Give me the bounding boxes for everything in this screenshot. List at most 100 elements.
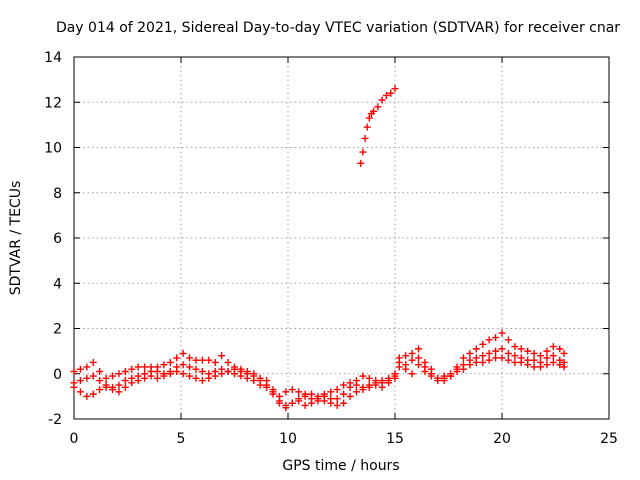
data-point — [89, 358, 97, 366]
data-point — [453, 367, 461, 375]
data-point — [147, 372, 155, 380]
data-point — [485, 349, 493, 357]
data-point — [549, 358, 557, 366]
data-point — [340, 381, 348, 389]
data-point — [504, 336, 512, 344]
data-point — [492, 334, 500, 342]
data-point — [166, 370, 174, 378]
data-point — [141, 374, 149, 382]
data-point — [359, 386, 367, 394]
data-point — [459, 365, 467, 373]
data-point — [537, 363, 545, 371]
data-point — [327, 395, 335, 403]
data-point — [160, 361, 168, 369]
chart-title: Day 014 of 2021, Sidereal Day-to-day VTE… — [56, 20, 620, 36]
data-point — [498, 354, 506, 362]
data-point — [387, 89, 395, 97]
data-point — [511, 358, 519, 366]
data-point — [560, 349, 568, 357]
data-point — [96, 386, 104, 394]
data-point — [288, 399, 296, 407]
data-point — [524, 361, 532, 369]
data-point — [76, 388, 84, 396]
data-point — [530, 356, 538, 364]
data-point — [440, 374, 448, 382]
tick-labels: 0 5 10 15 20 25 -2 0 2 4 6 8 10 12 14 — [44, 50, 618, 447]
data-point — [498, 329, 506, 337]
data-point — [192, 356, 200, 364]
data-point — [352, 388, 360, 396]
data-point — [192, 365, 200, 373]
data-point — [391, 374, 399, 382]
y-tick-label: 4 — [53, 276, 62, 292]
data-point — [524, 347, 532, 355]
data-point — [374, 103, 382, 111]
data-point — [128, 365, 136, 373]
data-point — [359, 148, 367, 156]
data-point — [434, 377, 442, 385]
data-point — [314, 395, 322, 403]
data-point — [186, 363, 194, 371]
data-point — [359, 372, 367, 380]
axis-ticks — [73, 56, 610, 420]
y-tick-label: 12 — [44, 95, 62, 111]
data-point — [346, 392, 354, 400]
series-steep-segment — [357, 85, 399, 167]
data-point — [96, 367, 104, 375]
data-point — [402, 365, 410, 373]
data-point — [83, 392, 91, 400]
data-point — [415, 354, 423, 362]
data-point — [352, 381, 360, 389]
data-point — [365, 383, 373, 391]
data-point — [121, 377, 129, 385]
data-point — [211, 372, 219, 380]
data-point — [198, 377, 206, 385]
data-point — [102, 374, 110, 382]
data-point — [192, 374, 200, 382]
data-point — [218, 352, 226, 360]
data-point — [370, 107, 378, 115]
data-point — [472, 345, 480, 353]
y-tick-label: 8 — [53, 186, 62, 202]
data-point — [231, 365, 238, 373]
data-point — [263, 381, 271, 389]
data-point — [365, 114, 373, 122]
data-point — [121, 383, 129, 391]
data-point — [211, 358, 219, 366]
data-point — [537, 352, 545, 360]
x-tick-label: 15 — [386, 431, 404, 447]
data-point — [243, 370, 251, 378]
data-point — [76, 365, 84, 373]
y-tick-label: 14 — [44, 50, 62, 66]
data-point — [530, 349, 538, 357]
data-point — [109, 386, 117, 394]
series-track-c — [70, 365, 399, 412]
y-tick-label: 2 — [53, 322, 62, 338]
data-point — [89, 390, 97, 398]
data-point — [109, 372, 117, 380]
data-point — [333, 386, 341, 394]
data-point — [447, 372, 455, 380]
data-point — [385, 379, 393, 387]
data-point — [365, 374, 373, 382]
data-point — [83, 363, 91, 371]
data-point — [479, 358, 487, 366]
data-point — [275, 399, 283, 407]
data-point — [186, 372, 194, 380]
data-point — [115, 381, 123, 389]
data-point — [382, 91, 390, 99]
data-point — [340, 390, 348, 398]
data-point — [70, 383, 78, 391]
data-point — [333, 401, 341, 409]
data-point — [333, 395, 341, 403]
x-tick-label: 0 — [70, 431, 79, 447]
x-axis-label: GPS time / hours — [282, 458, 399, 474]
data-point — [250, 372, 258, 380]
data-point — [134, 377, 142, 385]
data-point — [549, 343, 557, 351]
data-point — [498, 345, 506, 353]
data-point — [479, 340, 487, 348]
data-point — [153, 374, 161, 382]
data-point — [511, 352, 519, 360]
data-point — [282, 388, 290, 396]
